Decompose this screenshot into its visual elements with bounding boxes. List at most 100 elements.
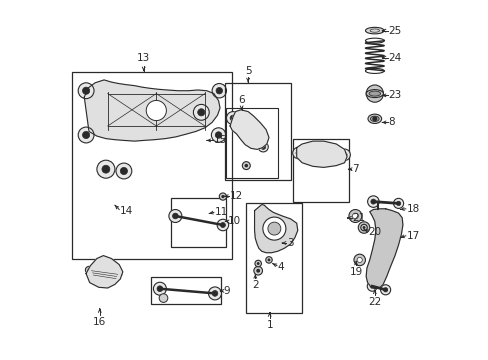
Circle shape [172,213,178,219]
Text: 21: 21 [352,213,365,223]
Text: 5: 5 [244,66,251,76]
Circle shape [256,262,259,265]
Bar [170,198,226,247]
Circle shape [267,222,280,235]
Circle shape [215,132,222,138]
Circle shape [362,226,365,229]
Bar [151,277,221,304]
Text: 13: 13 [137,53,150,63]
Circle shape [120,167,127,175]
Circle shape [295,150,301,156]
Circle shape [212,291,218,296]
Circle shape [226,112,239,125]
Text: 23: 23 [387,90,401,100]
Circle shape [265,257,272,263]
Text: 6: 6 [238,95,244,105]
Circle shape [370,199,375,204]
Circle shape [367,196,378,207]
Circle shape [371,116,377,121]
Circle shape [361,225,366,230]
Bar [225,108,277,178]
Circle shape [146,100,166,121]
Circle shape [117,272,120,275]
Ellipse shape [370,116,378,121]
Text: 10: 10 [228,216,241,226]
Text: 3: 3 [286,238,293,248]
Circle shape [253,266,262,275]
Text: 15: 15 [213,135,227,145]
Text: 9: 9 [223,286,229,296]
Circle shape [276,239,284,247]
Circle shape [267,258,270,261]
Circle shape [208,287,221,300]
Text: 1: 1 [266,320,272,330]
Circle shape [82,131,89,139]
Polygon shape [86,256,122,288]
Circle shape [254,260,261,267]
Circle shape [244,164,247,167]
Circle shape [211,128,225,142]
Bar [246,203,302,313]
Circle shape [82,87,89,94]
Ellipse shape [368,91,380,96]
Circle shape [217,219,228,231]
Circle shape [115,270,122,277]
Circle shape [352,213,358,219]
Circle shape [258,142,268,152]
Circle shape [197,109,204,116]
Text: 22: 22 [367,297,381,307]
Circle shape [168,210,182,222]
Circle shape [78,83,94,99]
Circle shape [353,254,365,266]
Circle shape [292,147,304,159]
Polygon shape [230,110,268,149]
Text: 4: 4 [277,262,284,272]
Circle shape [159,294,167,302]
Circle shape [212,84,226,98]
Polygon shape [296,141,346,167]
Text: 12: 12 [230,191,243,201]
Circle shape [342,152,346,157]
Circle shape [78,127,94,143]
Text: 19: 19 [349,267,362,277]
Bar [72,72,231,259]
Polygon shape [366,209,402,289]
Text: 17: 17 [406,231,419,241]
Circle shape [356,257,362,262]
Ellipse shape [365,27,384,34]
Ellipse shape [367,114,381,123]
Circle shape [338,149,349,161]
Circle shape [116,163,132,179]
Circle shape [380,285,390,295]
Circle shape [393,198,403,208]
Text: 7: 7 [351,164,358,174]
Text: 8: 8 [387,117,394,127]
Circle shape [369,284,374,288]
Text: 16: 16 [93,317,106,327]
Polygon shape [254,204,297,253]
Text: 18: 18 [406,204,419,214]
Ellipse shape [366,90,383,98]
Bar [292,139,348,202]
Circle shape [256,269,260,273]
Text: 24: 24 [387,53,401,63]
Circle shape [242,162,250,170]
Circle shape [348,210,361,222]
Circle shape [102,165,110,173]
Circle shape [87,269,90,271]
Circle shape [366,85,383,102]
Circle shape [245,130,249,133]
Circle shape [221,195,224,198]
Circle shape [260,144,265,149]
Circle shape [383,288,387,292]
Circle shape [370,90,378,98]
Circle shape [153,282,166,295]
Circle shape [366,281,377,291]
Circle shape [278,241,282,245]
Circle shape [97,160,115,178]
Text: 14: 14 [120,206,133,216]
Circle shape [193,104,209,120]
Circle shape [220,222,225,228]
Circle shape [216,87,222,94]
Circle shape [396,201,400,206]
